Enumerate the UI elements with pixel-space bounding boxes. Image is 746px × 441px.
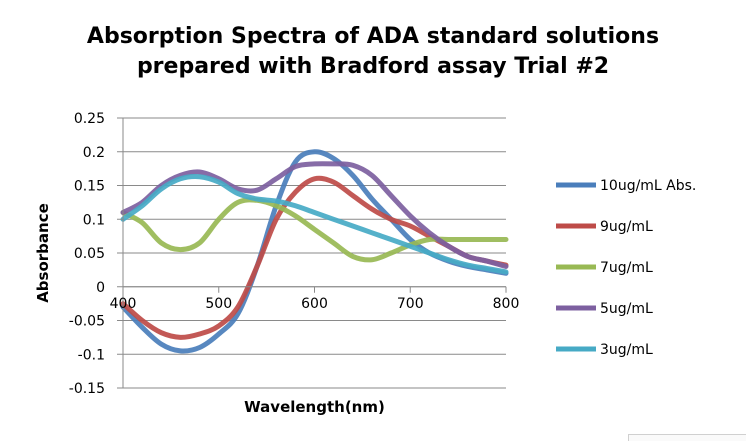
- x-tick-label: 500: [205, 296, 232, 312]
- y-tick-label: -0.15: [69, 381, 105, 397]
- series-line: [120, 174, 509, 275]
- legend-label: 10ug/mL Abs.: [600, 178, 696, 194]
- series-layer: [120, 149, 509, 354]
- y-tick-label: 0.1: [83, 212, 105, 228]
- y-tick-label: 0.15: [74, 179, 105, 195]
- x-tick-label: 800: [493, 296, 520, 312]
- y-tick-label: 0.2: [83, 145, 105, 161]
- y-tick-label: 0.05: [74, 246, 105, 262]
- legend-label: 3ug/mL: [600, 342, 653, 358]
- y-tick-label: 0: [96, 280, 105, 296]
- series-line: [120, 197, 509, 263]
- chart-title-line-1: Absorption Spectra of ADA standard solut…: [86, 24, 660, 49]
- chart-title: Absorption Spectra of ADA standard solut…: [0, 22, 746, 82]
- legend-label: 7ug/mL: [600, 260, 653, 276]
- series-line: [120, 161, 509, 269]
- y-axis-label: Absorbance: [34, 203, 52, 303]
- x-tick-label: 600: [301, 296, 328, 312]
- legend-label: 5ug/mL: [600, 301, 653, 317]
- y-tick-label: -0.05: [69, 314, 105, 330]
- y-tick-label: -0.1: [78, 347, 105, 363]
- partial-overlay-box: [628, 434, 746, 441]
- legend: 10ug/mL Abs. 9ug/mL 7ug/mL 5ug/mL 3ug/mL: [556, 178, 696, 358]
- x-axis-label: Wavelength(nm): [244, 398, 385, 416]
- axes-layer: -0.15 -0.1 -0.05 0 0.05 0.1 0.15 0.2 0.25 400 500 6…: [34, 111, 519, 416]
- y-tick-label: 0.25: [74, 111, 105, 127]
- x-tick-label: 700: [397, 296, 424, 312]
- legend-label: 9ug/mL: [600, 219, 653, 235]
- x-tick-label: 400: [110, 296, 137, 312]
- gridlines: [123, 117, 506, 389]
- chart-title-line-2: prepared with Bradford assay Trial #2: [136, 54, 610, 79]
